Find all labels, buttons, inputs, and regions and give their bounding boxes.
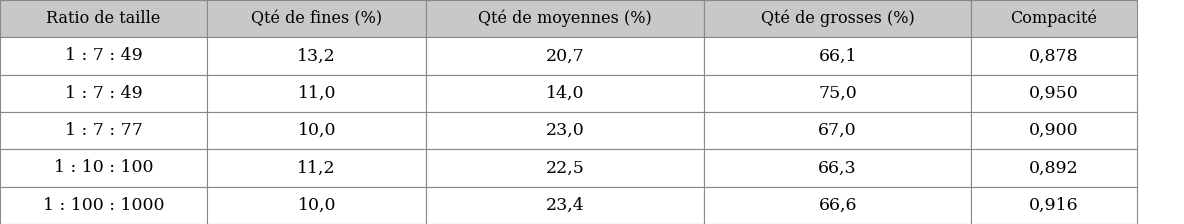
Bar xyxy=(426,37,704,75)
Bar xyxy=(704,149,971,187)
Text: Compacité: Compacité xyxy=(1010,10,1098,27)
Text: 1 : 7 : 49: 1 : 7 : 49 xyxy=(65,47,142,65)
Bar xyxy=(207,0,426,37)
Bar xyxy=(971,0,1137,37)
Bar xyxy=(207,37,426,75)
Text: 66,3: 66,3 xyxy=(818,159,857,177)
Text: 1 : 10 : 100: 1 : 10 : 100 xyxy=(53,159,154,177)
Bar xyxy=(426,187,704,224)
Text: 0,892: 0,892 xyxy=(1029,159,1079,177)
Text: 0,878: 0,878 xyxy=(1029,47,1079,65)
Text: 0,900: 0,900 xyxy=(1029,122,1079,139)
Bar xyxy=(704,187,971,224)
Text: 1 : 7 : 49: 1 : 7 : 49 xyxy=(65,85,142,102)
Bar xyxy=(704,112,971,149)
Text: 1 : 100 : 1000: 1 : 100 : 1000 xyxy=(43,197,165,214)
Text: 0,950: 0,950 xyxy=(1029,85,1079,102)
Text: 20,7: 20,7 xyxy=(546,47,585,65)
Bar xyxy=(207,112,426,149)
Text: 1 : 7 : 77: 1 : 7 : 77 xyxy=(65,122,142,139)
Text: Qté de grosses (%): Qté de grosses (%) xyxy=(761,10,914,27)
Text: Qté de fines (%): Qté de fines (%) xyxy=(251,10,382,27)
Text: Ratio de taille: Ratio de taille xyxy=(46,10,161,27)
Bar xyxy=(971,37,1137,75)
Bar xyxy=(426,0,704,37)
Bar xyxy=(0,37,207,75)
Text: 22,5: 22,5 xyxy=(546,159,585,177)
Text: 11,2: 11,2 xyxy=(297,159,336,177)
Bar xyxy=(704,0,971,37)
Bar xyxy=(971,149,1137,187)
Text: 10,0: 10,0 xyxy=(297,197,336,214)
Text: 23,4: 23,4 xyxy=(546,197,585,214)
Bar xyxy=(971,112,1137,149)
Text: 13,2: 13,2 xyxy=(297,47,336,65)
Bar xyxy=(704,37,971,75)
Bar xyxy=(971,187,1137,224)
Bar xyxy=(207,75,426,112)
Bar xyxy=(207,149,426,187)
Bar xyxy=(0,112,207,149)
Text: 11,0: 11,0 xyxy=(297,85,336,102)
Bar xyxy=(426,149,704,187)
Bar xyxy=(426,75,704,112)
Text: 23,0: 23,0 xyxy=(546,122,585,139)
Bar xyxy=(426,112,704,149)
Bar xyxy=(0,75,207,112)
Bar xyxy=(0,0,207,37)
Text: 10,0: 10,0 xyxy=(297,122,336,139)
Bar xyxy=(207,187,426,224)
Bar xyxy=(971,75,1137,112)
Bar xyxy=(704,75,971,112)
Text: 67,0: 67,0 xyxy=(818,122,857,139)
Text: 66,6: 66,6 xyxy=(818,197,857,214)
Text: 0,916: 0,916 xyxy=(1029,197,1079,214)
Text: 75,0: 75,0 xyxy=(818,85,857,102)
Bar xyxy=(0,149,207,187)
Text: Qté de moyennes (%): Qté de moyennes (%) xyxy=(478,10,652,27)
Bar xyxy=(0,187,207,224)
Text: 66,1: 66,1 xyxy=(818,47,857,65)
Text: 14,0: 14,0 xyxy=(546,85,585,102)
